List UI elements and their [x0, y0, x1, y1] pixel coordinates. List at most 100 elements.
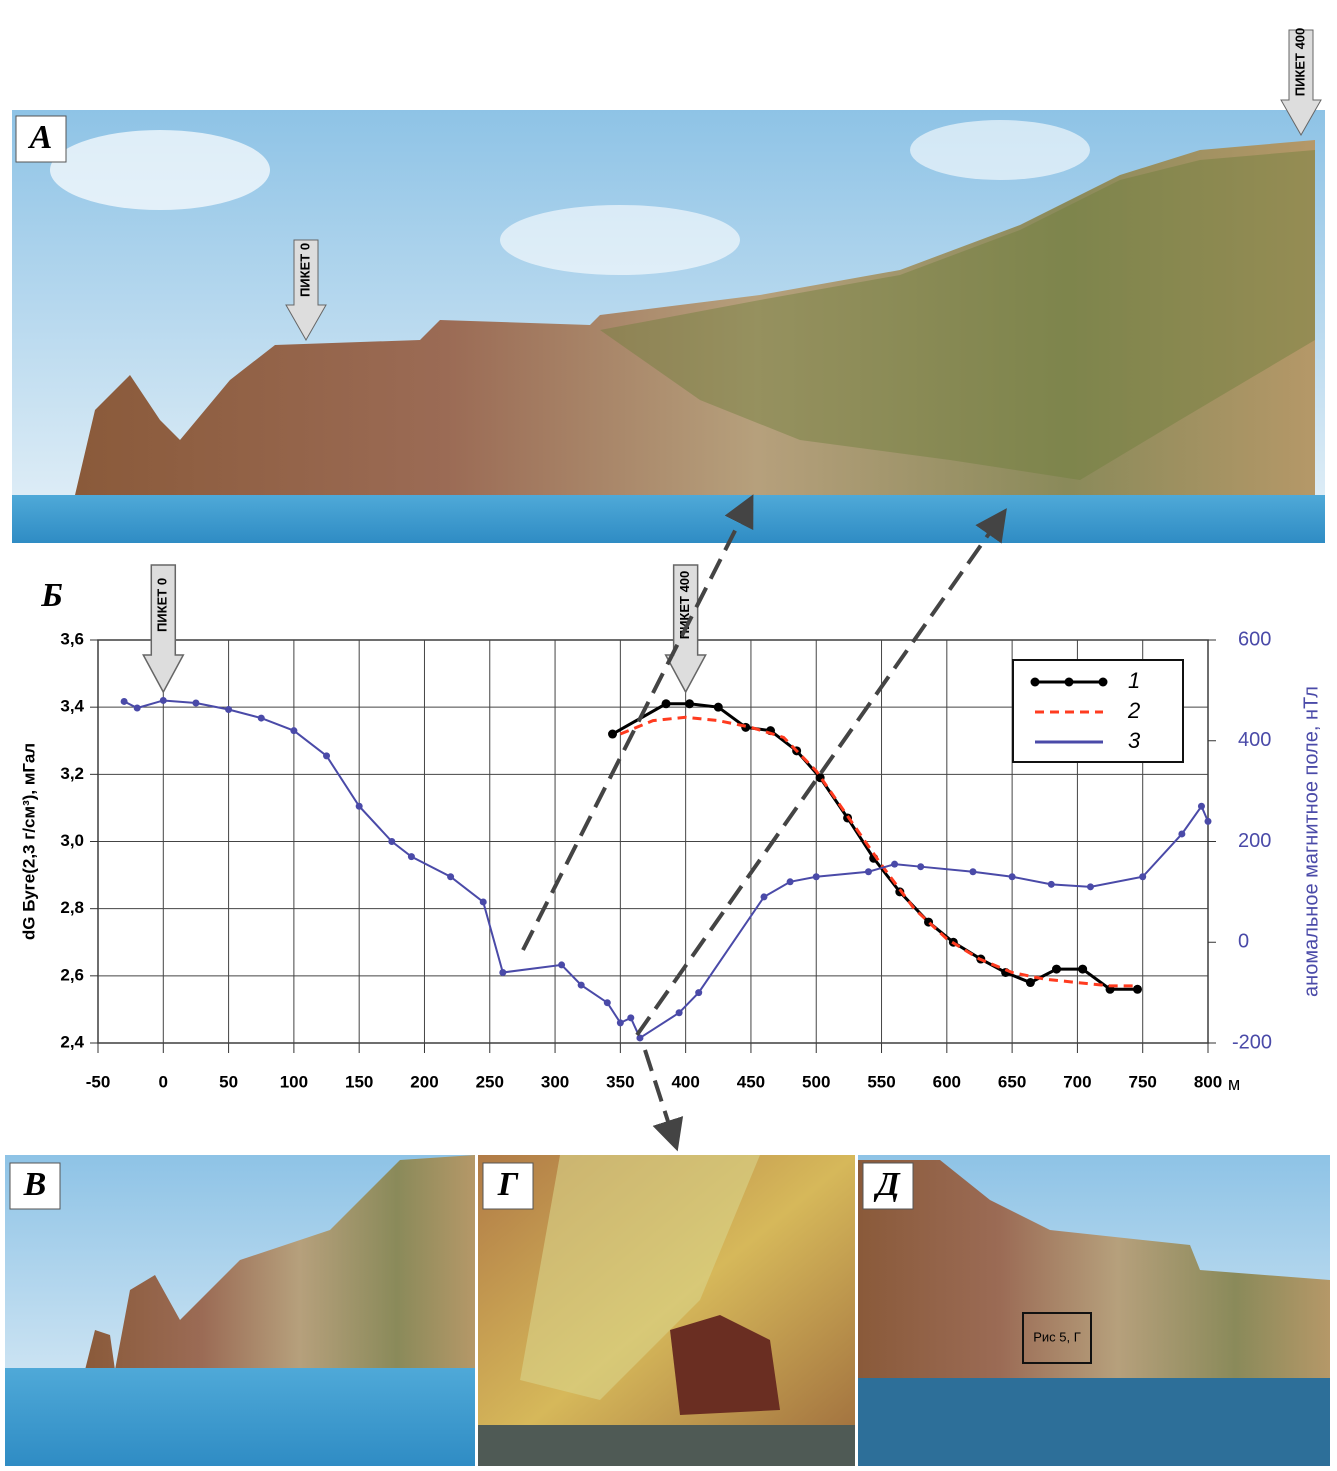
- data-point: [1197, 802, 1205, 810]
- y-tick-label: 2,4: [60, 1032, 84, 1051]
- data-point: [558, 961, 566, 969]
- connector-arrow: [643, 1049, 684, 1152]
- data-point: [1052, 964, 1062, 974]
- data-point: [864, 868, 872, 876]
- data-point: [1086, 883, 1094, 891]
- data-point: [917, 863, 925, 871]
- panel-label: Г: [497, 1166, 519, 1203]
- sea: [12, 495, 1325, 543]
- cliff: [858, 1160, 1330, 1380]
- data-point: [675, 1009, 683, 1017]
- y-tick-label: 2,8: [60, 898, 84, 917]
- x-tick-label: 550: [867, 1072, 895, 1091]
- x-tick-label: 500: [802, 1072, 830, 1091]
- x-tick-label: 200: [410, 1072, 438, 1091]
- x-tick-label: 350: [606, 1072, 634, 1091]
- data-point: [1078, 964, 1088, 974]
- label-box: [862, 1162, 914, 1210]
- data-point: [1132, 984, 1142, 994]
- x-tick-label: 50: [219, 1072, 238, 1091]
- photo-a: А ПИКЕТ 0 ПИКЕТ 400: [12, 28, 1325, 543]
- marker-arrow: ПИКЕТ 400: [1280, 28, 1322, 137]
- marker-arrow: ПИКЕТ 0: [285, 239, 327, 342]
- x-tick-label: 600: [933, 1072, 961, 1091]
- photo-v: В: [5, 1155, 475, 1466]
- boulder: [670, 1315, 780, 1415]
- data-point: [479, 898, 487, 906]
- x-tick-label: 800: [1194, 1072, 1222, 1091]
- data-point: [1047, 880, 1055, 888]
- series-line: [123, 699, 1209, 1040]
- label-box: [15, 115, 67, 163]
- x-tick-label: 250: [476, 1072, 504, 1091]
- x-tick-label: 750: [1129, 1072, 1157, 1091]
- data-point: [695, 989, 703, 997]
- cloud: [50, 130, 270, 210]
- data-point: [1008, 873, 1016, 881]
- y-tick-label: 2,6: [60, 965, 84, 984]
- marker-label: ПИКЕТ 400: [1292, 28, 1307, 97]
- x-tick-label: 450: [737, 1072, 765, 1091]
- data-point: [447, 873, 455, 881]
- cloud: [500, 205, 740, 275]
- x-tick-label: 150: [345, 1072, 373, 1091]
- x-tick-label: -50: [86, 1072, 111, 1091]
- data-point: [1025, 978, 1035, 988]
- vegetation: [600, 150, 1315, 480]
- y2-tick-label: 400: [1238, 729, 1271, 751]
- data-point: [636, 1034, 644, 1042]
- data-point: [661, 699, 671, 709]
- label-box: [9, 1162, 61, 1210]
- note: Рис 5, Г: [1033, 1329, 1081, 1344]
- cloud: [910, 120, 1090, 180]
- arrow-shape: [1280, 29, 1322, 137]
- data-point: [407, 853, 415, 861]
- y-axis-label: dG Буге(2,3 г/см³), мГал: [19, 743, 38, 940]
- data-point: [786, 878, 794, 886]
- legend-marker: [1098, 677, 1108, 687]
- annotation-arrow: [142, 564, 185, 694]
- photo-g: Г: [478, 1155, 855, 1466]
- data-point: [225, 706, 233, 714]
- data-point: [891, 860, 899, 868]
- note-box: [1022, 1312, 1092, 1364]
- data-point: [290, 727, 298, 735]
- series-line: [611, 702, 1138, 991]
- marker-label: ПИКЕТ 0: [297, 243, 312, 297]
- y2-axis-label: аномальное магнитное поле, нТл: [1300, 686, 1322, 997]
- data-point: [608, 729, 618, 739]
- data-point: [685, 699, 695, 709]
- y2-tick-label: 200: [1238, 830, 1271, 852]
- arrow-shape: [285, 239, 327, 342]
- legend-label: 3: [1128, 728, 1141, 753]
- chart: -50 0 50 100 150 200 250 300 350 400 450 500 550 600 6…: [19, 564, 1322, 1094]
- data-point: [1139, 873, 1147, 881]
- y2-tick-label: 0: [1238, 931, 1249, 953]
- y-tick-label: 3,4: [60, 697, 84, 716]
- connectors: [521, 494, 1007, 1152]
- data-point: [812, 873, 820, 881]
- data-point: [760, 893, 768, 901]
- rock-band: [520, 1155, 760, 1400]
- sea: [5, 1368, 475, 1466]
- data-point: [192, 699, 200, 707]
- sea: [858, 1378, 1330, 1466]
- data-point: [323, 752, 331, 760]
- y2-tick-label: 600: [1238, 628, 1271, 650]
- panel-label: А: [28, 119, 53, 156]
- connector-arrow: [635, 508, 1007, 1037]
- legend-marker: [1064, 677, 1074, 687]
- annotation-label: ПИКЕТ 0: [155, 578, 170, 632]
- x-tick-label: 650: [998, 1072, 1026, 1091]
- panel-label: В: [23, 1166, 47, 1203]
- panel-label: Б: [40, 577, 63, 614]
- data-point: [577, 981, 585, 989]
- data-point: [969, 868, 977, 876]
- data-point: [355, 802, 363, 810]
- x-tick-label: 0: [159, 1072, 168, 1091]
- x-axis-label: м: [1228, 1074, 1240, 1094]
- y2-tick-label: -200: [1232, 1031, 1272, 1053]
- data-point: [713, 702, 723, 712]
- y-tick-label: 3,0: [60, 831, 84, 850]
- data-point: [133, 704, 141, 712]
